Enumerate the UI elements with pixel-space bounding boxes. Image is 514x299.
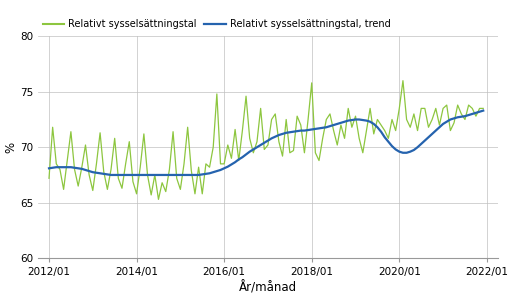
Legend: Relativt sysselsättningstal, Relativt sysselsättningstal, trend: Relativt sysselsättningstal, Relativt sy…	[43, 19, 391, 29]
X-axis label: År/månad: År/månad	[239, 281, 297, 295]
Y-axis label: %: %	[4, 142, 17, 153]
